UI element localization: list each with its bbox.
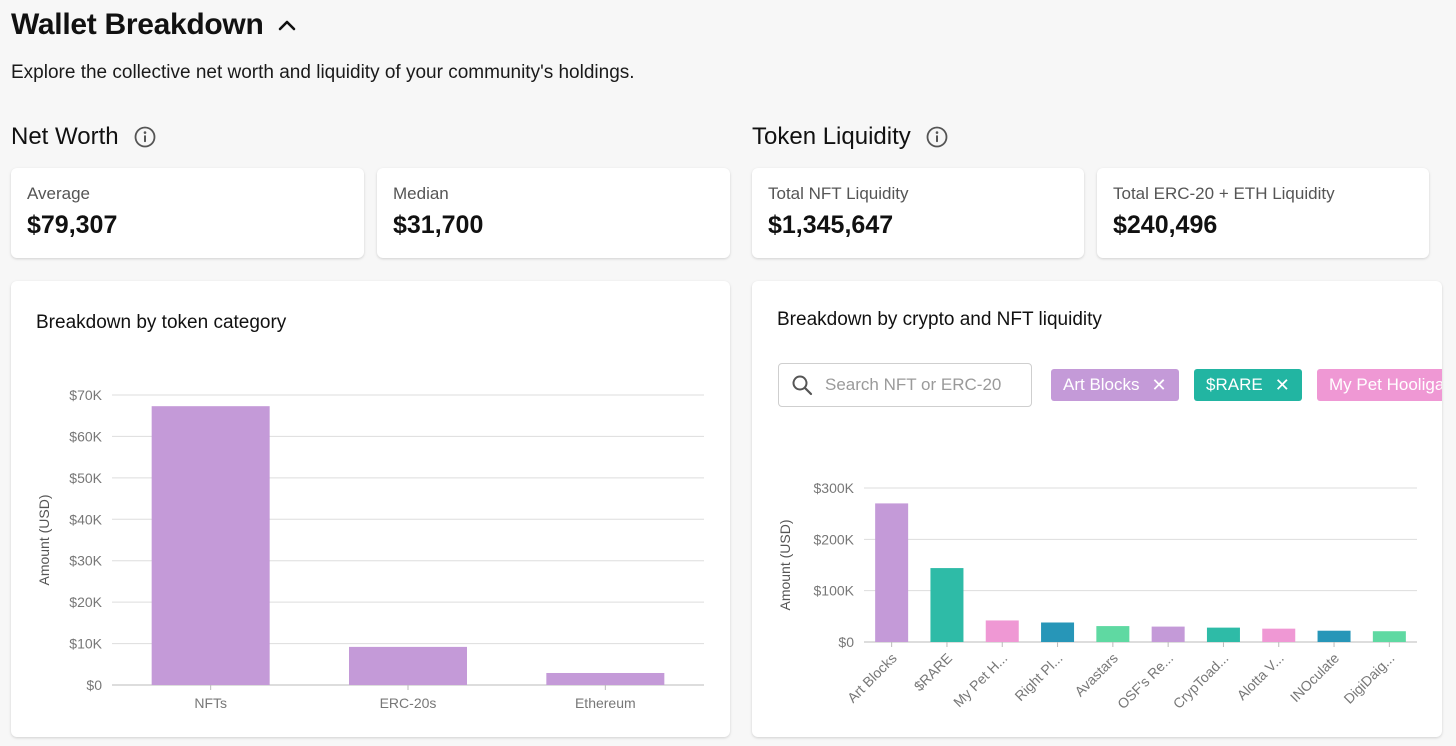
y-tick-label: $300K	[814, 480, 855, 496]
y-tick-label: $50K	[69, 470, 102, 486]
token-category-chart-card: Breakdown by token category $0 $10K $20K $3…	[11, 281, 730, 737]
bar[interactable]	[1317, 630, 1351, 642]
search-input[interactable]	[825, 375, 1015, 395]
x-tick-label: My Pet H...	[950, 650, 1010, 710]
y-tick-label: $40K	[69, 511, 102, 527]
x-tick-label: Alotta V...	[1234, 650, 1287, 703]
x-tick-label: DigiDaig...	[1340, 650, 1397, 707]
info-icon[interactable]	[133, 125, 157, 149]
nft-liquidity-label: Total NFT Liquidity	[768, 184, 909, 203]
bar[interactable]	[1151, 626, 1185, 642]
y-tick-label: $10K	[69, 636, 102, 652]
x-tick-label: ERC-20s	[380, 695, 437, 711]
median-label: Median	[393, 184, 449, 203]
nft-liquidity-card: Total NFT Liquidity $1,345,647	[752, 168, 1084, 258]
y-axis-label: Amount (USD)	[36, 494, 52, 585]
x-tick-label: Art Blocks	[844, 650, 900, 706]
y-tick-label: $100K	[814, 583, 855, 599]
bar[interactable]	[930, 568, 964, 642]
y-tick-label: $70K	[69, 387, 102, 403]
y-axis-label: Amount (USD)	[777, 519, 793, 610]
filter-chip-rare: $RARE ✕	[1194, 369, 1302, 401]
page-subtitle: Explore the collective net worth and liq…	[11, 62, 635, 83]
y-tick-label: $0	[838, 634, 854, 650]
x-tick-label: OSF's Re...	[1114, 650, 1176, 712]
bar[interactable]	[151, 406, 270, 685]
erc-liquidity-card: Total ERC-20 + ETH Liquidity $240,496	[1097, 168, 1429, 258]
liquidity-chart: $0 $100K $200K $300K Amount (USD) Art Blocks $…	[777, 480, 1417, 712]
x-tick-label: NFTs	[194, 695, 227, 711]
search-icon	[792, 375, 813, 396]
token-category-chart: $0 $10K $20K $30K $40K $50K $60K $70K Amount (US…	[36, 387, 704, 711]
bar[interactable]	[1206, 627, 1240, 642]
median-value: $31,700	[393, 211, 484, 239]
token-liquidity-title: Token Liquidity	[752, 123, 911, 150]
average-label: Average	[27, 184, 91, 203]
bar[interactable]	[1262, 628, 1296, 642]
bar[interactable]	[875, 503, 909, 642]
y-tick-label: $30K	[69, 553, 102, 569]
y-tick-label: $200K	[814, 531, 855, 547]
chip-label: $RARE	[1206, 375, 1263, 394]
info-icon[interactable]	[925, 125, 949, 149]
y-tick-label: $20K	[69, 594, 102, 610]
page-header: Wallet Breakdown	[11, 8, 301, 42]
filter-chip-art-blocks: Art Blocks ✕	[1051, 369, 1179, 401]
token-category-chart-title: Breakdown by token category	[36, 312, 287, 333]
median-card: Median $31,700	[377, 168, 730, 258]
token-liquidity-heading: Token Liquidity	[752, 123, 949, 151]
x-tick-label: Avastars	[1071, 650, 1121, 700]
bar[interactable]	[1372, 631, 1406, 642]
bar[interactable]	[1096, 626, 1130, 642]
bar[interactable]	[985, 620, 1019, 642]
liquidity-chart-card: Breakdown by crypto and NFT liquidity Ar…	[752, 281, 1442, 737]
page-title: Wallet Breakdown	[11, 8, 264, 41]
liquidity-chart-title: Breakdown by crypto and NFT liquidity	[777, 309, 1102, 330]
bar[interactable]	[349, 646, 467, 685]
close-icon[interactable]: ✕	[1151, 374, 1167, 395]
y-tick-label: $0	[86, 677, 102, 693]
filter-chip-my-pet-hooligan: My Pet Hooliga	[1317, 369, 1442, 401]
x-tick-label: Ethereum	[575, 695, 636, 711]
erc-liquidity-label: Total ERC-20 + ETH Liquidity	[1113, 184, 1335, 203]
y-tick-label: $60K	[69, 428, 102, 444]
chip-label: Art Blocks	[1063, 375, 1140, 394]
average-value: $79,307	[27, 211, 118, 239]
chevron-up-icon[interactable]	[273, 11, 301, 39]
erc-liquidity-value: $240,496	[1113, 211, 1218, 239]
net-worth-heading: Net Worth	[11, 123, 157, 151]
average-card: Average $79,307	[11, 168, 364, 258]
net-worth-title: Net Worth	[11, 123, 119, 150]
x-tick-label: $RARE	[911, 650, 955, 694]
x-tick-label: Right Pl...	[1011, 650, 1065, 704]
x-tick-label: CrypToad...	[1170, 650, 1232, 712]
bar[interactable]	[1041, 622, 1075, 642]
nft-liquidity-value: $1,345,647	[768, 211, 894, 239]
search-field[interactable]	[778, 363, 1032, 407]
bar[interactable]	[546, 672, 665, 685]
x-tick-label: INOculate	[1287, 650, 1342, 705]
chip-label: My Pet Hooliga	[1329, 375, 1442, 394]
close-icon[interactable]: ✕	[1274, 374, 1290, 395]
